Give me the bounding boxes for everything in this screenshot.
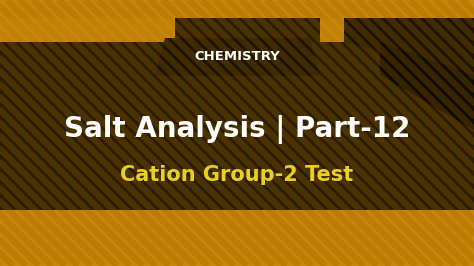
Text: CHEMISTRY: CHEMISTRY — [194, 51, 280, 64]
Text: Cation Group-2 Test: Cation Group-2 Test — [120, 165, 354, 185]
Text: Salt Analysis | Part-12: Salt Analysis | Part-12 — [64, 115, 410, 144]
Bar — [0, 18, 175, 42]
Polygon shape — [155, 38, 320, 76]
Bar — [320, 18, 344, 42]
Polygon shape — [344, 18, 474, 75]
Polygon shape — [380, 42, 474, 130]
Bar — [0, 18, 474, 210]
